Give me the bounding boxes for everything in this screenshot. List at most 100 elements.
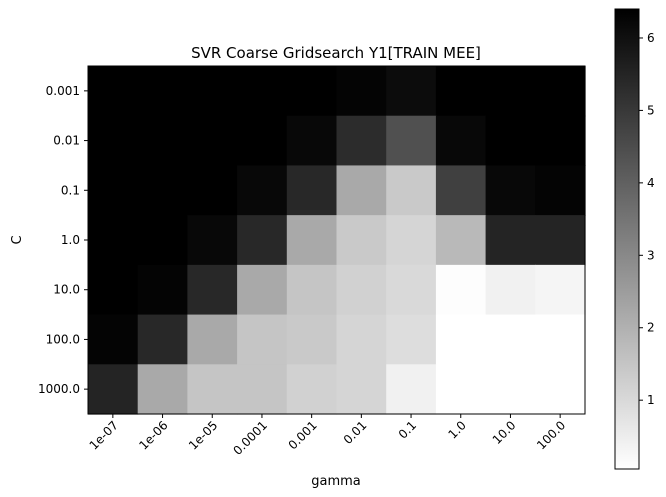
heatmap-cell	[336, 115, 387, 167]
heatmap-cell	[435, 115, 487, 167]
heatmap-cell	[386, 364, 437, 415]
heatmap-cell	[485, 165, 536, 216]
heatmap-cell	[435, 215, 487, 266]
heatmap-cell	[485, 364, 536, 415]
heatmap-cell	[435, 314, 487, 365]
heatmap-cell	[435, 165, 487, 216]
heatmap-cell	[485, 264, 536, 316]
heatmap-cell	[336, 165, 387, 216]
heatmap-cell	[286, 364, 338, 415]
colorbar	[614, 8, 640, 470]
heatmap-cell	[237, 264, 288, 316]
heatmap-cell	[88, 66, 139, 117]
y-tick-label: 1000.0	[38, 382, 80, 396]
x-tick-label: 1e-05	[186, 418, 220, 452]
colorbar-tick-label: 1	[647, 393, 655, 407]
heatmap-cell	[137, 215, 188, 266]
heatmap-cell	[435, 264, 487, 316]
heatmap-cell	[535, 264, 586, 316]
heatmap-cell	[137, 66, 188, 117]
x-tick-label: 0.0001	[230, 418, 270, 458]
heatmap-cell	[187, 264, 238, 316]
heatmap-cell	[137, 264, 188, 316]
heatmap-cells	[88, 66, 586, 415]
heatmap-cell	[535, 165, 586, 216]
heatmap-cell	[535, 115, 586, 167]
heatmap-cell	[237, 364, 288, 415]
heatmap-cell	[187, 115, 238, 167]
heatmap-cell	[88, 115, 139, 167]
heatmap-cell	[535, 66, 586, 117]
y-tick-label: 1.0	[61, 233, 80, 247]
heatmap-cell	[535, 314, 586, 365]
heatmap-cell	[187, 364, 238, 415]
colorbar-tick-label: 2	[647, 321, 655, 335]
x-axis-ticks: 1e-07 1e-06 1e-05 0.0001 0.001 0.01 0.1 1.0 10.0…	[87, 414, 568, 458]
heatmap-cell	[137, 364, 188, 415]
colorbar-tick-label: 5	[647, 103, 655, 117]
heatmap-cell	[237, 215, 288, 266]
heatmap-cell	[137, 115, 188, 167]
heatmap-cell	[485, 115, 536, 167]
heatmap-cell	[336, 215, 387, 266]
heatmap-cell	[435, 364, 487, 415]
x-tick-label: 100.0	[534, 418, 568, 452]
heatmap-cell	[88, 364, 139, 415]
heatmap-cell	[137, 165, 188, 216]
heatmap-cell	[237, 165, 288, 216]
heatmap-cell	[286, 264, 338, 316]
heatmap-cell	[187, 215, 238, 266]
heatmap-cell	[88, 314, 139, 365]
heatmap-cell	[88, 264, 139, 316]
heatmap-cell	[286, 115, 338, 167]
heatmap-cell	[336, 364, 387, 415]
x-tick-label: 0.001	[286, 418, 320, 452]
x-tick-label: 1.0	[445, 418, 468, 441]
heatmap-cell	[386, 165, 437, 216]
heatmap-cell	[386, 264, 437, 316]
heatmap-cell	[535, 215, 586, 266]
colorbar-ticks: 1 2 3 4 5 6	[639, 31, 655, 407]
heatmap-cell	[187, 314, 238, 365]
heatmap-cell	[286, 66, 338, 117]
heatmap-cell	[485, 314, 536, 365]
x-tick-label: 1e-07	[87, 418, 121, 452]
heatmap-cell	[286, 314, 338, 365]
heatmap-cell	[187, 66, 238, 117]
y-tick-label: 100.0	[46, 332, 80, 346]
x-tick-label: 0.01	[341, 418, 370, 447]
heatmap-cell	[336, 66, 387, 117]
heatmap-cell	[286, 215, 338, 266]
heatmap-cell	[237, 314, 288, 365]
y-axis-ticks: 0.001 0.01 0.1 1.0 10.0 100.0 1000.0	[38, 84, 88, 396]
heatmap-cell	[485, 215, 536, 266]
y-tick-label: 0.001	[46, 84, 80, 98]
heatmap-cell	[386, 66, 437, 117]
heatmap-cell	[485, 66, 536, 117]
colorbar-tick-label: 3	[647, 248, 655, 262]
heatmap-cell	[386, 115, 437, 167]
x-tick-label: 0.1	[396, 418, 419, 441]
heatmap-cell	[535, 364, 586, 415]
heatmap-cell	[435, 66, 487, 117]
heatmap-cell	[386, 314, 437, 365]
y-axis-label: C	[10, 235, 25, 244]
chart-title: SVR Coarse Gridsearch Y1[TRAIN MEE]	[191, 44, 481, 62]
x-tick-label: 10.0	[490, 418, 519, 447]
heatmap-cell	[336, 314, 387, 365]
heatmap-cell	[336, 264, 387, 316]
heatmap-cell	[237, 115, 288, 167]
heatmap-cell	[88, 215, 139, 266]
colorbar-tick-label: 4	[647, 176, 655, 190]
x-axis-label: gamma	[311, 474, 361, 489]
x-tick-label: 1e-06	[136, 418, 170, 452]
y-tick-label: 0.01	[53, 134, 80, 148]
heatmap-cell	[187, 165, 238, 216]
heatmap-cell	[88, 165, 139, 216]
y-tick-label: 0.1	[61, 183, 80, 197]
heatmap-cell	[386, 215, 437, 266]
heatmap-cell	[286, 165, 338, 216]
heatmap-cell	[137, 314, 188, 365]
heatmap-cell	[237, 66, 288, 117]
